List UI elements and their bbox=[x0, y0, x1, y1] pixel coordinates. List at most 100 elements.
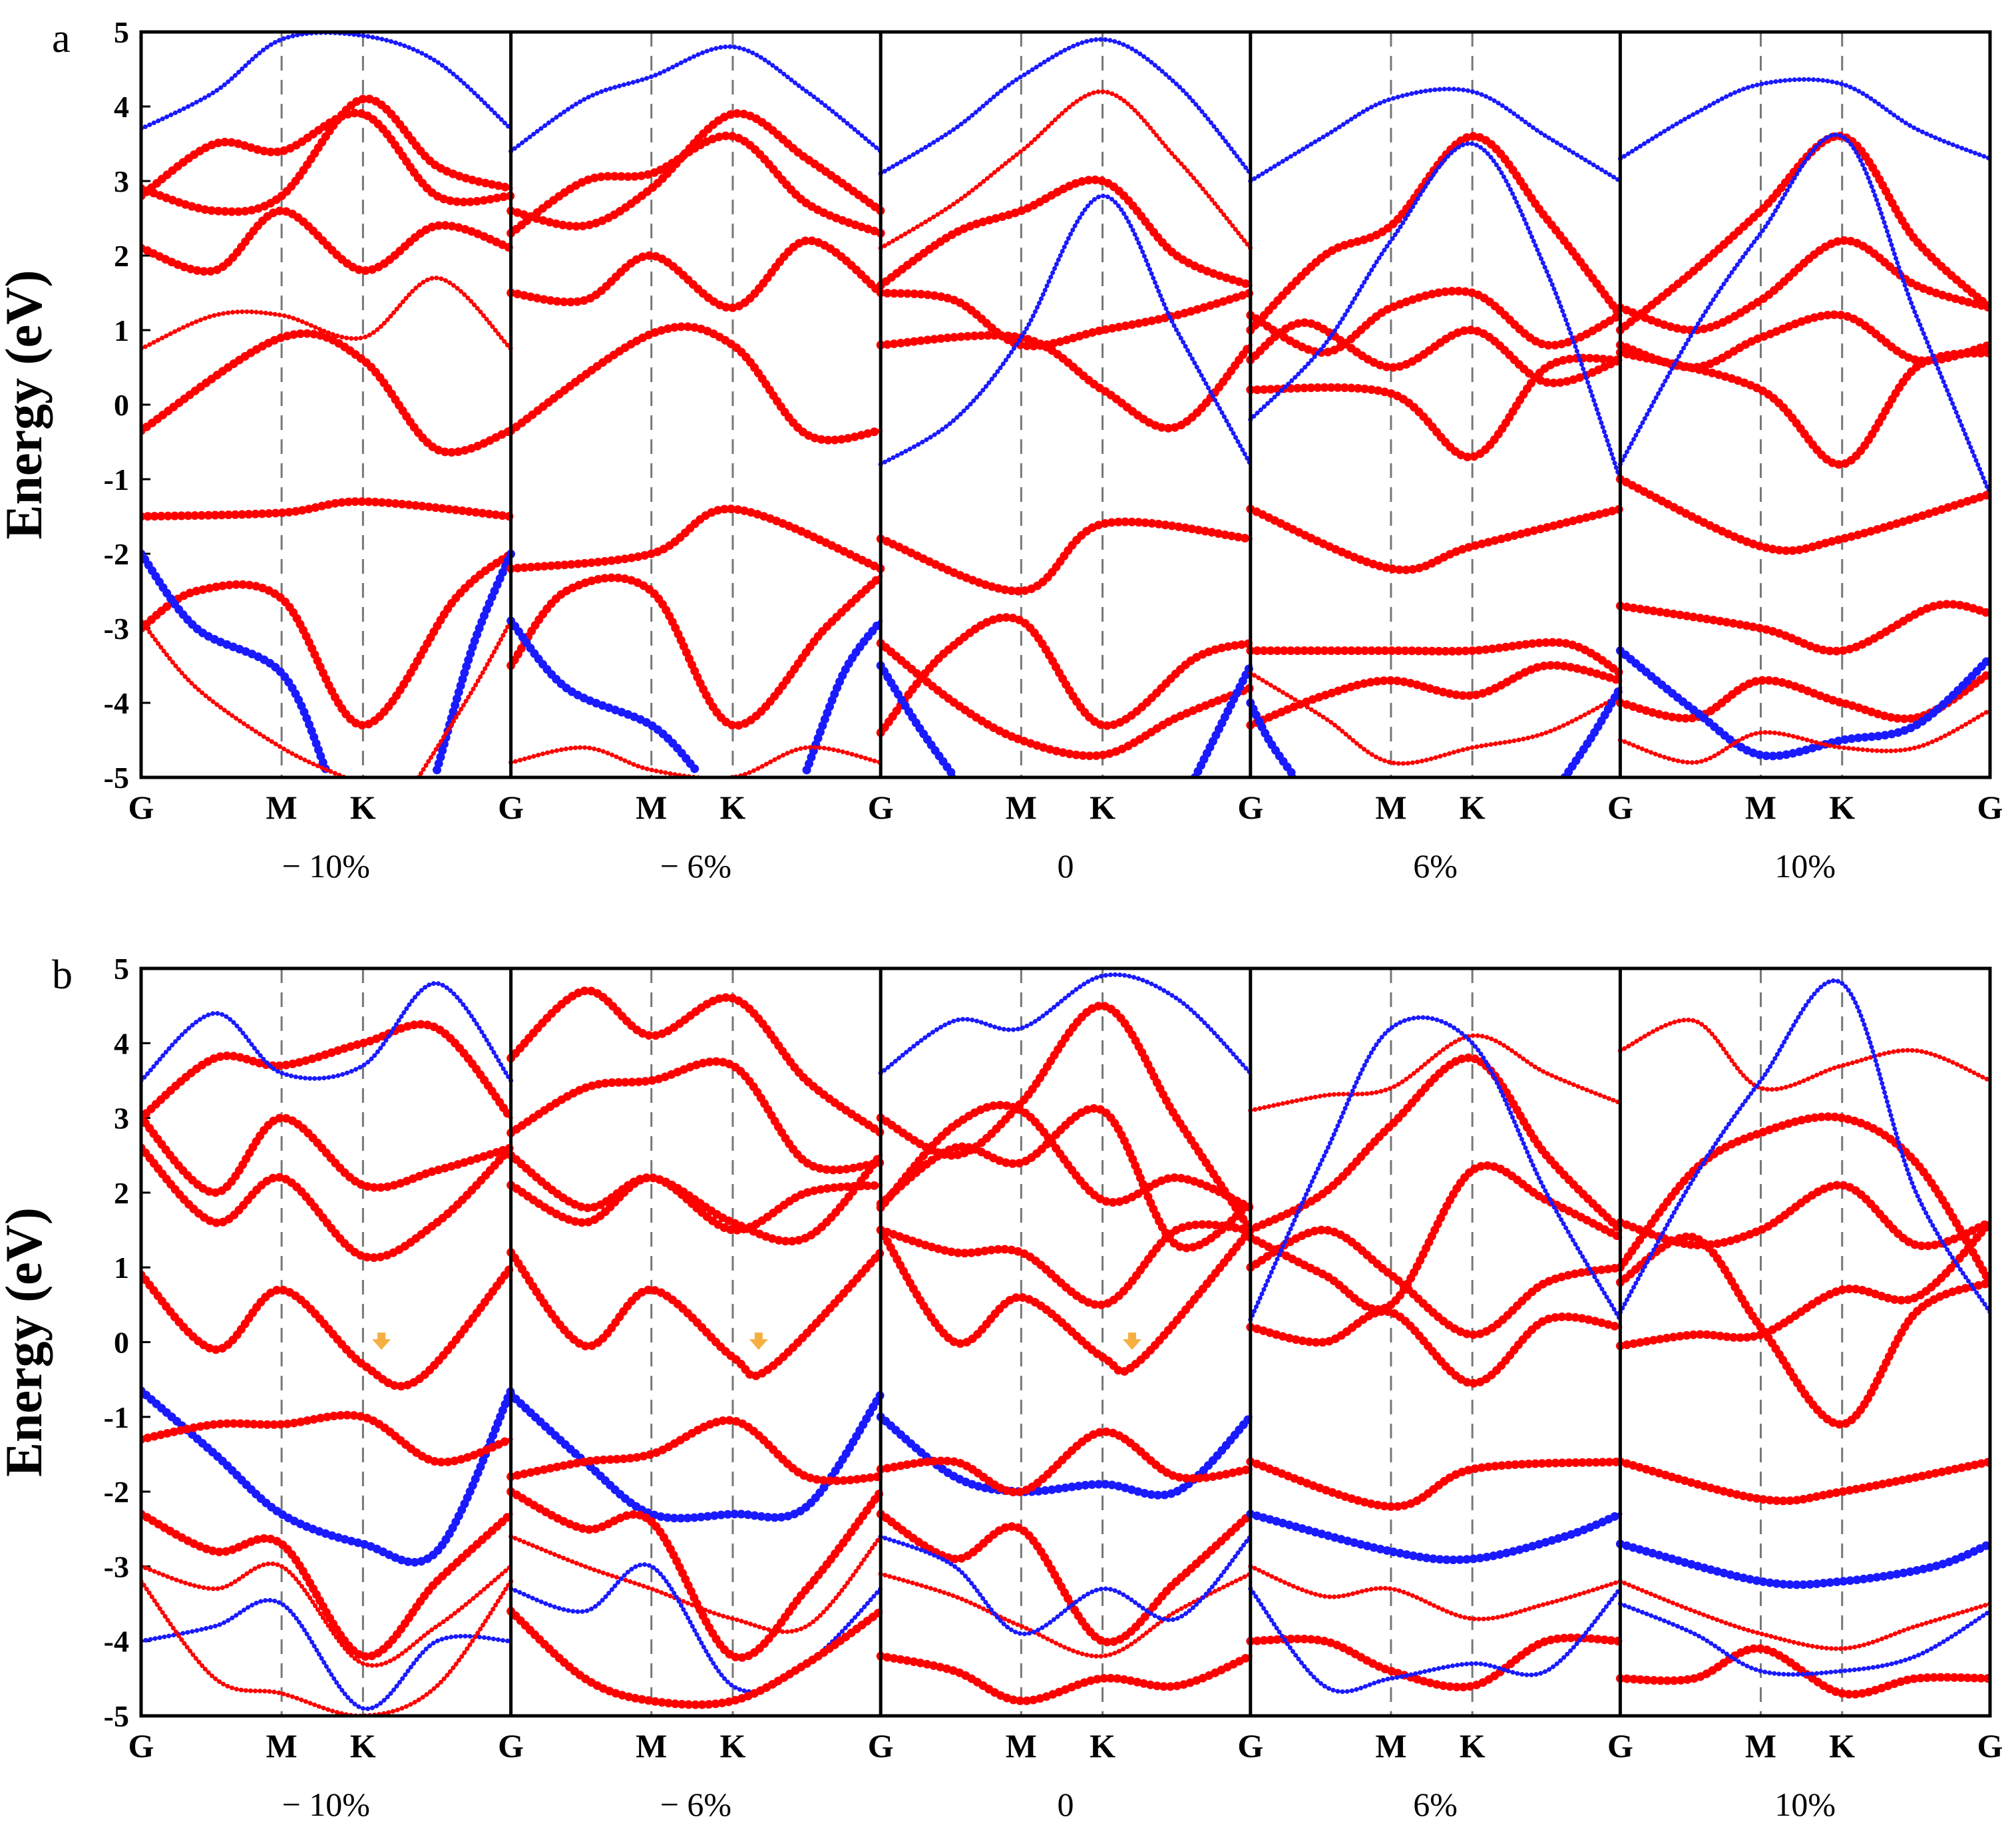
x-tick-label: M bbox=[1375, 789, 1406, 826]
x-tick-label: K bbox=[720, 789, 746, 826]
x-tick-label: G bbox=[128, 789, 154, 826]
x-tick-label: G bbox=[1977, 1727, 2003, 1764]
y-tick-label: 2 bbox=[114, 1176, 129, 1210]
y-tick-label: -5 bbox=[104, 1699, 129, 1733]
band-line-red bbox=[506, 1248, 885, 1380]
band-line-blue bbox=[433, 549, 516, 775]
subplot-b-2 bbox=[506, 968, 885, 1716]
y-tick-label: 4 bbox=[114, 90, 129, 124]
band-line-red bbox=[506, 1057, 885, 1175]
band-line-blue bbox=[141, 1386, 516, 1567]
y-tick-label: 1 bbox=[114, 1251, 129, 1285]
x-tick-label: M bbox=[266, 789, 298, 826]
band-line-red bbox=[141, 1020, 516, 1123]
x-tick-label: M bbox=[1006, 789, 1037, 826]
band-line-blue bbox=[1615, 1539, 1990, 1589]
band-line-blue bbox=[876, 661, 959, 777]
arrow-marker-icon bbox=[749, 1332, 768, 1350]
band-line-red bbox=[876, 1001, 1255, 1235]
band-line-red bbox=[416, 618, 514, 777]
band-line-red bbox=[141, 95, 516, 216]
band-line-red bbox=[876, 517, 1255, 596]
band-line-blue bbox=[1191, 661, 1255, 777]
band-line-red bbox=[141, 1579, 514, 1716]
band-line-blue bbox=[141, 32, 514, 132]
band-line-red bbox=[506, 1173, 885, 1235]
band-line-blue bbox=[1617, 77, 1990, 161]
band-line-red bbox=[1246, 661, 1625, 730]
panel-letter-a: a bbox=[52, 16, 71, 61]
band-line-blue bbox=[878, 193, 1253, 467]
y-tick-label: 0 bbox=[114, 1326, 129, 1360]
band-line-blue bbox=[1248, 1015, 1623, 1323]
strain-label: − 10% bbox=[282, 1786, 370, 1823]
band-line-red bbox=[1615, 475, 1990, 555]
band-line-red bbox=[141, 1510, 516, 1661]
band-line-red bbox=[506, 572, 885, 730]
band-line-core-red bbox=[879, 91, 1252, 250]
band-line-red bbox=[876, 613, 1255, 737]
band-line-blue bbox=[1617, 132, 1990, 497]
band-line-red bbox=[876, 1225, 1255, 1376]
arrow-marker-icon bbox=[1123, 1332, 1142, 1350]
band-line-red bbox=[1246, 638, 1625, 678]
x-tick-label: M bbox=[1745, 789, 1776, 826]
band-line-red bbox=[1615, 1218, 1990, 1350]
subplot-a-4 bbox=[1246, 32, 1625, 777]
strain-label: 6% bbox=[1413, 1786, 1458, 1823]
band-line-core-red bbox=[508, 238, 883, 310]
band-line-blue bbox=[141, 981, 514, 1083]
subplot-b-3 bbox=[876, 968, 1255, 1716]
band-line-red bbox=[141, 108, 516, 206]
band-line-blue bbox=[1248, 87, 1623, 184]
band-line-red bbox=[1615, 600, 1990, 656]
band-line-red bbox=[878, 1571, 1253, 1659]
band-line-red bbox=[1246, 1161, 1625, 1314]
band-line-red bbox=[141, 1114, 516, 1197]
band-line-core-blue bbox=[508, 1392, 883, 1521]
y-tick-label: -5 bbox=[104, 761, 129, 795]
x-tick-label: M bbox=[636, 789, 667, 826]
band-line-core-blue bbox=[879, 973, 1252, 1074]
x-tick-label: K bbox=[350, 789, 376, 826]
band-line-red bbox=[141, 1561, 514, 1668]
band-line-core-red bbox=[879, 1512, 1253, 1645]
band-line-red bbox=[876, 1427, 1255, 1497]
band-line-core-blue bbox=[1619, 980, 1990, 1314]
y-tick-label: -1 bbox=[104, 1400, 129, 1434]
band-line-core-red bbox=[1248, 1635, 1623, 1689]
y-tick-label: -2 bbox=[104, 537, 129, 571]
band-line-red bbox=[1248, 670, 1623, 766]
band-line-red bbox=[1615, 1181, 1990, 1251]
band-line-core-blue bbox=[510, 1563, 882, 1693]
band-line-blue bbox=[1246, 698, 1299, 777]
band-line-core-red bbox=[1248, 663, 1623, 727]
band-line-blue bbox=[508, 1562, 883, 1694]
x-tick-label: K bbox=[1090, 1727, 1115, 1764]
band-line-red bbox=[1615, 1457, 1990, 1506]
band-line-red bbox=[141, 329, 516, 457]
y-tick-label: -4 bbox=[104, 1625, 129, 1659]
band-line-red bbox=[1617, 708, 1990, 765]
y-tick-label: -3 bbox=[104, 1549, 129, 1583]
x-tick-label: G bbox=[498, 1727, 524, 1764]
band-line-red bbox=[141, 497, 516, 521]
band-line-core-red bbox=[508, 1609, 883, 1707]
x-tick-label: G bbox=[1237, 789, 1263, 826]
band-line-blue bbox=[1246, 1510, 1625, 1565]
y-tick-label: -1 bbox=[104, 463, 129, 497]
band-line-blue bbox=[1615, 646, 1990, 761]
strain-label: 0 bbox=[1058, 847, 1074, 885]
subplot-b-5 bbox=[1615, 968, 1990, 1716]
band-line-red bbox=[508, 1534, 883, 1635]
x-tick-label: K bbox=[720, 1727, 746, 1764]
band-line-red bbox=[1615, 1644, 1990, 1699]
y-tick-label: 5 bbox=[114, 15, 129, 49]
band-line-red bbox=[506, 1487, 885, 1662]
band-line-blue bbox=[508, 44, 883, 154]
band-line-blue bbox=[1248, 1586, 1623, 1695]
x-tick-label: G bbox=[1607, 1727, 1633, 1764]
band-line-red bbox=[506, 236, 885, 312]
subplot-b-4 bbox=[1246, 968, 1625, 1716]
band-line-core-red bbox=[510, 1535, 882, 1633]
